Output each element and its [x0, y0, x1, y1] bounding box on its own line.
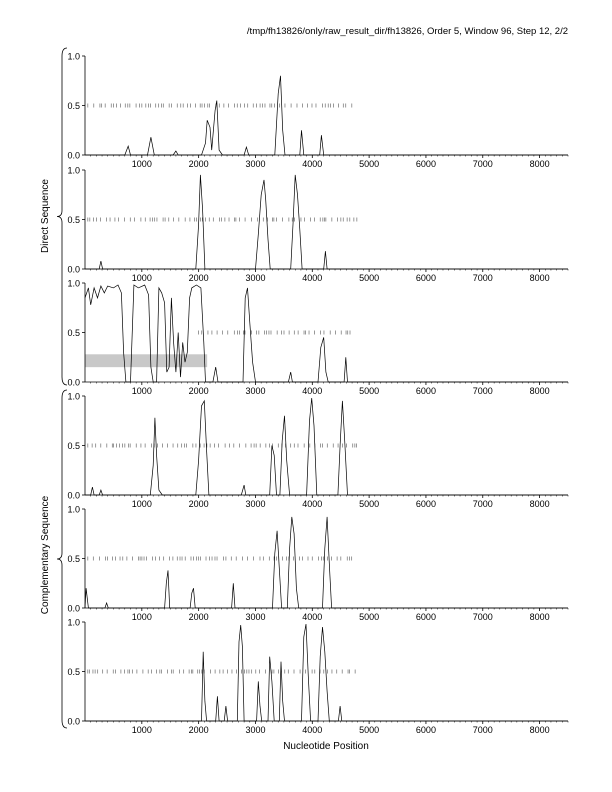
x-tick-label: 3000 — [245, 273, 265, 283]
y-tick-label: 1.0 — [67, 279, 80, 289]
x-tick-label: 2000 — [189, 725, 209, 735]
x-tick-label: 5000 — [359, 725, 379, 735]
x-tick-label: 3000 — [245, 612, 265, 622]
x-tick-label: 7000 — [473, 159, 493, 169]
y-tick-label: 1.0 — [67, 505, 80, 515]
frame-3-plot: 0.0 0.5 1.0 1000 2000 3000 4000 5000 6000 7000 800… — [67, 279, 569, 396]
y-tick-label: 0.0 — [67, 604, 80, 614]
y-tick-label: 0.0 — [67, 491, 80, 501]
x-tick-label: 7000 — [473, 386, 493, 396]
x-tick-label: 8000 — [530, 612, 550, 622]
x-tick-label: 8000 — [530, 159, 550, 169]
coding-potential-line — [85, 75, 568, 156]
coding-potential-line — [85, 623, 568, 722]
x-tick-label: 6000 — [416, 159, 436, 169]
brace-path — [56, 47, 68, 386]
frame-6-plot: 0.0 0.5 1.0 1000 2000 3000 4000 5000 6000 7000 800… — [67, 618, 569, 735]
x-tick-label: 2000 — [189, 273, 209, 283]
complementary-sequence-brace — [56, 389, 68, 729]
x-tick-label: 6000 — [416, 273, 436, 283]
y-tick-label: 1.0 — [67, 618, 80, 628]
x-tick-label: 4000 — [302, 612, 322, 622]
x-tick-label: 1000 — [132, 612, 152, 622]
coding-potential-line — [85, 174, 568, 270]
x-tick-label: 6000 — [416, 725, 436, 735]
x-tick-label: 1000 — [132, 499, 152, 509]
y-tick-label: 1.0 — [67, 166, 80, 176]
y-tick-label: 0.5 — [67, 441, 80, 451]
x-tick-label: 4000 — [302, 273, 322, 283]
y-tick-label: 0.0 — [67, 378, 80, 388]
direct-sequence-brace — [56, 47, 68, 386]
coding-potential-line — [85, 397, 568, 496]
y-tick-label: 0.5 — [67, 101, 80, 111]
highlight-band — [85, 354, 208, 368]
x-tick-label: 8000 — [530, 273, 550, 283]
x-tick-label: 6000 — [416, 612, 436, 622]
frame-5-plot: 0.0 0.5 1.0 1000 2000 3000 4000 5000 6000 7000 800… — [67, 505, 569, 622]
y-tick-label: 0.5 — [67, 667, 80, 677]
x-tick-label: 4000 — [302, 725, 322, 735]
x-tick-label: 1000 — [132, 725, 152, 735]
x-tick-label: 7000 — [473, 725, 493, 735]
x-axis-title: Nucleotide Position — [283, 741, 369, 752]
complementary-sequence-label: Complementary Sequence — [40, 495, 51, 614]
x-tick-label: 3000 — [245, 159, 265, 169]
x-tick-label: 6000 — [416, 386, 436, 396]
x-tick-label: 3000 — [245, 386, 265, 396]
x-tick-label: 8000 — [530, 386, 550, 396]
x-tick-label: 7000 — [473, 612, 493, 622]
y-tick-label: 1.0 — [67, 52, 80, 62]
x-tick-label: 5000 — [359, 159, 379, 169]
x-tick-label: 2000 — [189, 386, 209, 396]
x-tick-label: 1000 — [132, 159, 152, 169]
x-tick-label: 4000 — [302, 499, 322, 509]
x-tick-label: 7000 — [473, 273, 493, 283]
x-tick-label: 2000 — [189, 159, 209, 169]
frame-2-plot: 0.0 0.5 1.0 1000 2000 3000 4000 5000 6000 7000 800… — [67, 166, 569, 283]
x-tick-label: 3000 — [245, 499, 265, 509]
x-tick-label: 4000 — [302, 386, 322, 396]
x-tick-label: 4000 — [302, 159, 322, 169]
x-tick-label: 5000 — [359, 499, 379, 509]
y-tick-label: 0.5 — [67, 554, 80, 564]
x-tick-label: 1000 — [132, 386, 152, 396]
x-tick-label: 2000 — [189, 612, 209, 622]
y-tick-label: 1.0 — [67, 392, 80, 402]
x-tick-label: 7000 — [473, 499, 493, 509]
frame-4-plot: 0.0 0.5 1.0 1000 2000 3000 4000 5000 6000 7000 800… — [67, 392, 569, 509]
x-tick-label: 2000 — [189, 499, 209, 509]
y-tick-label: 0.0 — [67, 265, 80, 275]
coding-potential-line — [84, 284, 568, 383]
x-tick-label: 5000 — [359, 612, 379, 622]
result-path-label: /tmp/fh13826/only/raw_result_dir/fh13826… — [246, 26, 568, 37]
x-tick-label: 6000 — [416, 499, 436, 509]
y-tick-label: 0.5 — [67, 328, 80, 338]
brace-path — [56, 389, 68, 729]
coding-potential-line — [84, 516, 568, 609]
y-tick-label: 0.0 — [67, 717, 80, 727]
plot-panels: 0.0 0.5 1.0 1000 2000 3000 4000 5000 6000 7000 800… — [67, 52, 569, 735]
x-tick-label: 8000 — [530, 725, 550, 735]
x-tick-label: 3000 — [245, 725, 265, 735]
y-tick-label: 0.0 — [67, 151, 80, 161]
direct-sequence-label: Direct Sequence — [40, 179, 51, 253]
x-tick-label: 5000 — [359, 386, 379, 396]
frame-1-plot: 0.0 0.5 1.0 1000 2000 3000 4000 5000 6000 7000 800… — [67, 52, 569, 169]
x-tick-label: 1000 — [132, 273, 152, 283]
x-tick-label: 8000 — [530, 499, 550, 509]
y-tick-label: 0.5 — [67, 215, 80, 225]
x-tick-label: 5000 — [359, 273, 379, 283]
